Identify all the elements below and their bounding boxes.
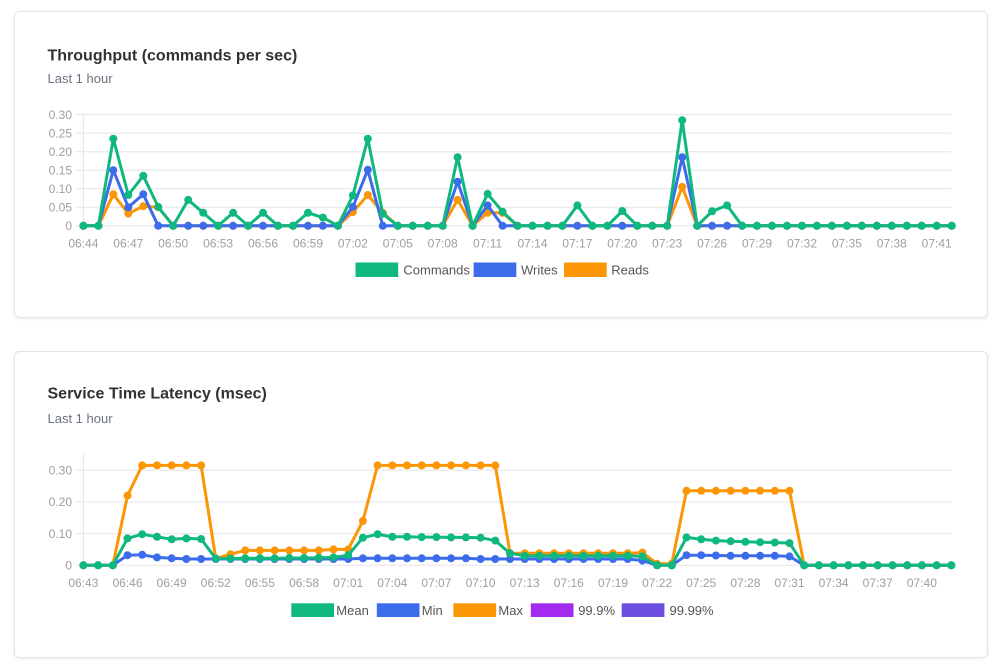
svg-text:07:07: 07:07 [421,576,451,590]
svg-text:07:16: 07:16 [554,576,584,590]
svg-text:07:08: 07:08 [428,237,458,251]
svg-text:07:04: 07:04 [377,576,407,590]
svg-text:07:37: 07:37 [863,576,893,590]
svg-text:07:29: 07:29 [742,237,772,251]
svg-text:06:58: 06:58 [289,576,319,590]
svg-text:06:49: 06:49 [157,576,187,590]
svg-text:07:35: 07:35 [832,237,862,251]
svg-text:99.99%: 99.99% [670,603,715,618]
svg-text:07:25: 07:25 [686,576,716,590]
svg-text:0.15: 0.15 [49,163,73,177]
svg-text:0: 0 [65,219,72,233]
svg-text:Reads: Reads [611,262,649,277]
svg-text:07:19: 07:19 [598,576,628,590]
svg-text:Last 1 hour: Last 1 hour [48,71,114,86]
svg-text:0.05: 0.05 [49,201,73,215]
svg-text:07:10: 07:10 [466,576,496,590]
svg-text:0.30: 0.30 [49,108,73,122]
svg-text:0.30: 0.30 [49,463,73,477]
svg-text:0.25: 0.25 [49,126,73,140]
svg-text:07:01: 07:01 [333,576,363,590]
svg-text:06:52: 06:52 [201,576,231,590]
svg-text:0.10: 0.10 [49,182,73,196]
svg-text:Mean: Mean [336,603,369,618]
svg-text:0: 0 [65,559,72,573]
svg-text:0.20: 0.20 [49,145,73,159]
svg-text:07:34: 07:34 [819,576,849,590]
svg-text:07:11: 07:11 [473,237,502,251]
svg-text:06:44: 06:44 [68,237,98,251]
svg-text:06:43: 06:43 [68,576,98,590]
svg-text:07:26: 07:26 [697,237,727,251]
svg-text:07:41: 07:41 [922,237,952,251]
svg-text:07:40: 07:40 [907,576,937,590]
svg-text:06:50: 06:50 [158,237,188,251]
svg-text:07:13: 07:13 [510,576,540,590]
svg-text:07:22: 07:22 [642,576,672,590]
svg-text:06:56: 06:56 [248,237,278,251]
svg-text:Commands: Commands [403,262,470,277]
svg-text:07:20: 07:20 [607,237,637,251]
svg-text:06:46: 06:46 [112,576,142,590]
svg-text:06:55: 06:55 [245,576,275,590]
svg-text:Min: Min [422,603,443,618]
svg-text:07:02: 07:02 [338,237,368,251]
svg-text:0.10: 0.10 [49,527,73,541]
svg-text:99.9%: 99.9% [578,603,615,618]
svg-text:07:31: 07:31 [774,576,804,590]
svg-text:07:32: 07:32 [787,237,817,251]
svg-text:0.20: 0.20 [49,495,73,509]
svg-text:06:59: 06:59 [293,237,323,251]
svg-text:Last 1 hour: Last 1 hour [48,411,114,426]
svg-text:Writes: Writes [521,262,558,277]
svg-text:07:05: 07:05 [383,237,413,251]
svg-text:07:23: 07:23 [652,237,682,251]
svg-text:Throughput (commands per sec): Throughput (commands per sec) [48,48,298,65]
svg-text:06:47: 06:47 [113,237,143,251]
svg-text:07:38: 07:38 [877,237,907,251]
svg-text:07:14: 07:14 [517,237,547,251]
svg-text:Service Time Latency (msec): Service Time Latency (msec) [48,385,267,402]
svg-text:07:17: 07:17 [562,237,592,251]
svg-text:Max: Max [498,603,523,618]
svg-text:07:28: 07:28 [730,576,760,590]
svg-text:06:53: 06:53 [203,237,233,251]
